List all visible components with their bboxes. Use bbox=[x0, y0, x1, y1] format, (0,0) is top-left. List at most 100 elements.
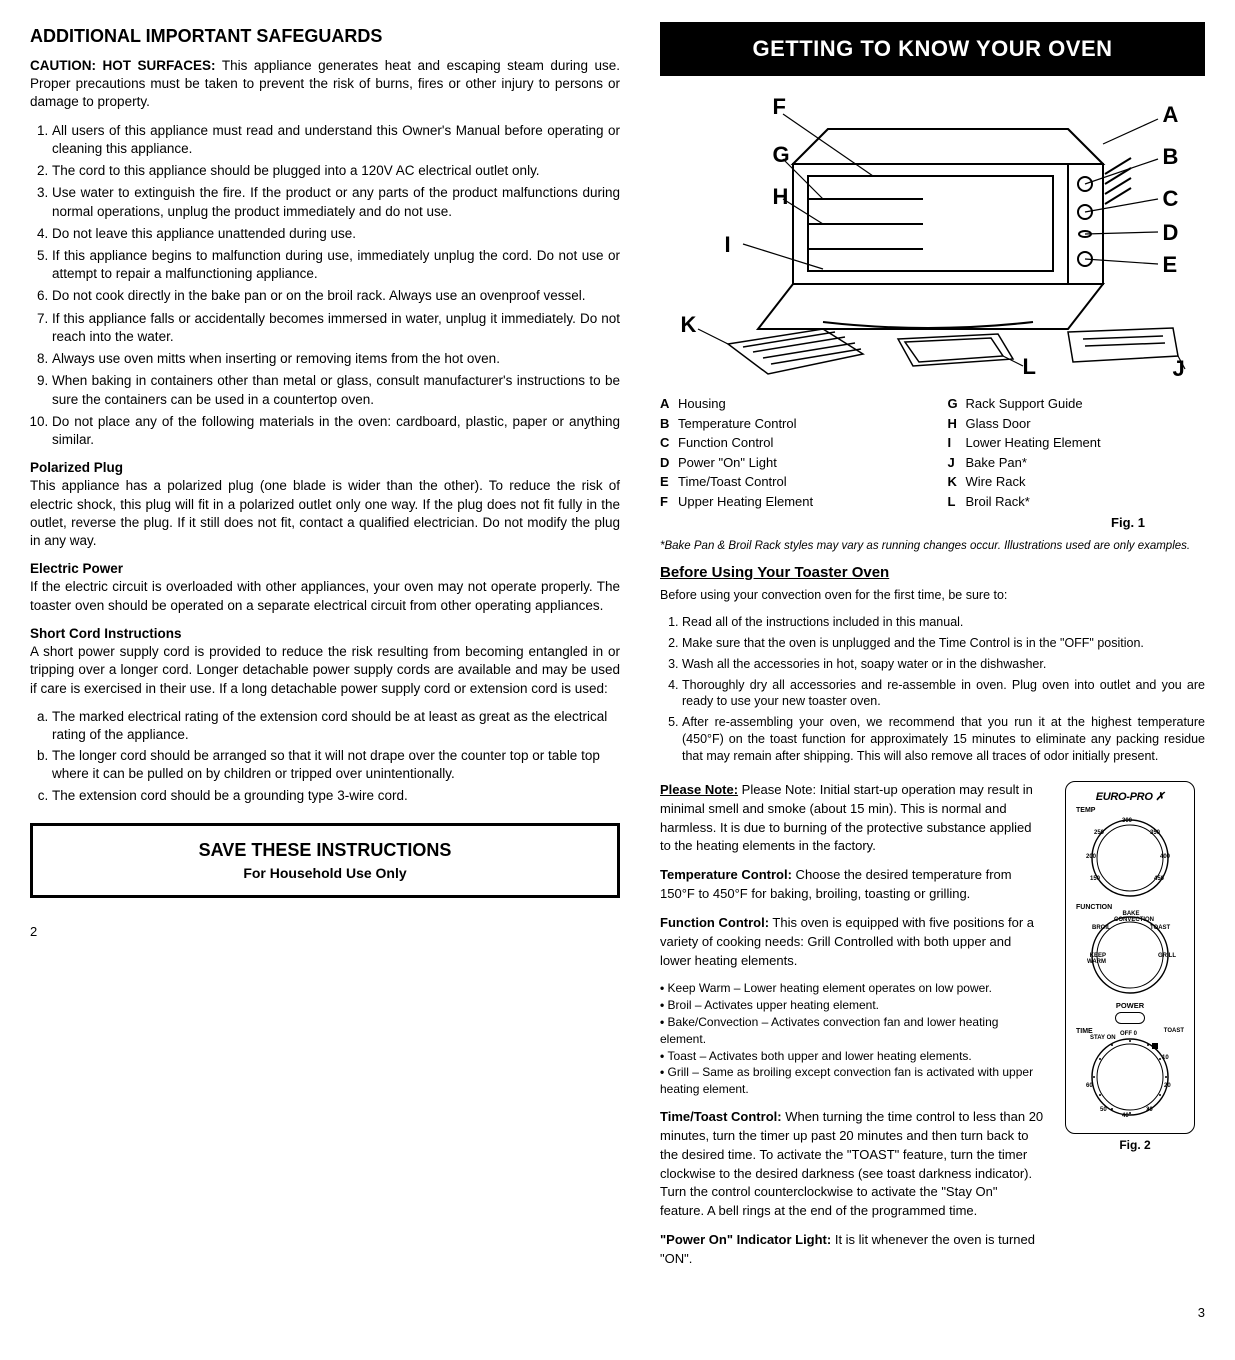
list-item: The marked electrical rating of the exte… bbox=[52, 708, 620, 744]
electric-text: If the electric circuit is overloaded wi… bbox=[30, 579, 620, 612]
before-using-title: Before Using Your Toaster Oven bbox=[660, 564, 1205, 581]
list-item: Do not leave this appliance unattended d… bbox=[52, 225, 620, 243]
save-line2: For Household Use Only bbox=[45, 865, 605, 881]
power-label: POWER bbox=[1072, 1001, 1188, 1010]
tick: STAY ON bbox=[1090, 1035, 1116, 1041]
tick: KEEP WARM bbox=[1082, 953, 1106, 965]
note-warning: Please Note: Please Note: Initial start-… bbox=[660, 781, 1045, 856]
label-B: B bbox=[1163, 144, 1179, 170]
tick: TOAST bbox=[1150, 925, 1170, 931]
label-I: I bbox=[725, 232, 731, 258]
list-item: Use water to extinguish the fire. If the… bbox=[52, 184, 620, 220]
page-number-right: 3 bbox=[660, 1305, 1205, 1320]
save-instructions-box: SAVE THESE INSTRUCTIONS For Household Us… bbox=[30, 823, 620, 898]
banner-title: GETTING TO KNOW YOUR OVEN bbox=[660, 22, 1205, 76]
electric-power-section: Electric Power If the electric circuit i… bbox=[30, 560, 620, 615]
temp-control-desc: Temperature Control: Choose the desired … bbox=[660, 866, 1045, 904]
time-dial: STAY ON OFF 0 10 20 30 40 50 60 bbox=[1088, 1035, 1172, 1119]
oven-diagram: A B C D E F G H I K L J bbox=[673, 84, 1193, 384]
temp-label: TEMP bbox=[1076, 807, 1188, 814]
polarized-text: This appliance has a polarized plug (one… bbox=[30, 478, 620, 548]
list-item: Make sure that the oven is unplugged and… bbox=[682, 635, 1205, 652]
part-row: FUpper Heating Element bbox=[660, 492, 918, 512]
control-panel-figure: EURO-PRO ✗ TEMP 150 200 250 300 350 400 … bbox=[1065, 781, 1205, 1279]
parts-footnote: *Bake Pan & Broil Rack styles may vary a… bbox=[660, 540, 1205, 552]
label-D: D bbox=[1163, 220, 1179, 246]
polarized-title: Polarized Plug bbox=[30, 460, 123, 475]
label-L: L bbox=[1023, 354, 1036, 380]
tick: 150 bbox=[1090, 876, 1100, 882]
part-row: KWire Rack bbox=[948, 472, 1206, 492]
safeguards-title: ADDITIONAL IMPORTANT SAFEGUARDS bbox=[30, 26, 620, 47]
label-J: J bbox=[1173, 356, 1185, 382]
tick: 20 bbox=[1164, 1083, 1171, 1089]
save-line1: SAVE THESE INSTRUCTIONS bbox=[45, 840, 605, 861]
function-modes: • Keep Warm – Lower heating element oper… bbox=[660, 980, 1045, 1098]
control-panel-section: Please Note: Please Note: Initial start-… bbox=[660, 781, 1205, 1279]
list-item: Wash all the accessories in hot, soapy w… bbox=[682, 656, 1205, 673]
list-item: When baking in containers other than met… bbox=[52, 372, 620, 408]
fig2-label: Fig. 2 bbox=[1065, 1138, 1205, 1152]
tick: TOAST bbox=[1164, 1028, 1184, 1035]
page-number-left: 2 bbox=[30, 924, 620, 939]
mode-item: • Broil – Activates upper heating elemen… bbox=[660, 997, 1045, 1014]
label-A: A bbox=[1163, 102, 1179, 128]
mode-item: • Bake/Convection – Activates convection… bbox=[660, 1014, 1045, 1048]
list-item: The extension cord should be a grounding… bbox=[52, 787, 620, 805]
part-row: AHousing bbox=[660, 394, 918, 414]
tick: 10 bbox=[1162, 1055, 1169, 1061]
list-item: Thoroughly dry all accessories and re-as… bbox=[682, 677, 1205, 711]
mode-item: • Toast – Activates both upper and lower… bbox=[660, 1048, 1045, 1065]
tick: BROIL bbox=[1092, 925, 1111, 931]
shortcord-section: Short Cord Instructions A short power su… bbox=[30, 625, 620, 698]
list-item: The cord to this appliance should be plu… bbox=[52, 162, 620, 180]
tick: OFF 0 bbox=[1120, 1031, 1137, 1037]
label-G: G bbox=[773, 142, 790, 168]
shortcord-list: The marked electrical rating of the exte… bbox=[30, 708, 620, 805]
part-row: CFunction Control bbox=[660, 433, 918, 453]
part-row: DPower "On" Light bbox=[660, 453, 918, 473]
safeguard-list: All users of this appliance must read an… bbox=[30, 122, 620, 450]
mode-item: • Keep Warm – Lower heating element oper… bbox=[660, 980, 1045, 997]
tick: BAKE CONVECTION bbox=[1114, 911, 1148, 923]
part-row: HGlass Door bbox=[948, 414, 1206, 434]
power-light-desc: "Power On" Indicator Light: It is lit wh… bbox=[660, 1231, 1045, 1269]
list-item: If this appliance begins to malfunction … bbox=[52, 247, 620, 283]
list-item: If this appliance falls or accidentally … bbox=[52, 310, 620, 346]
list-item: Do not cook directly in the bake pan or … bbox=[52, 287, 620, 305]
list-item: Always use oven mitts when inserting or … bbox=[52, 350, 620, 368]
func-control-desc: Function Control: This oven is equipped … bbox=[660, 914, 1045, 971]
tick: 50 bbox=[1100, 1107, 1107, 1113]
mode-item: • Grill – Same as broiling except convec… bbox=[660, 1064, 1045, 1098]
list-item: Read all of the instructions included in… bbox=[682, 614, 1205, 631]
temp-dial: 150 200 250 300 350 400 450 bbox=[1088, 816, 1172, 900]
part-row: ETime/Toast Control bbox=[660, 472, 918, 492]
parts-legend: AHousing BTemperature Control CFunction … bbox=[660, 394, 1205, 511]
tick: 400 bbox=[1160, 854, 1170, 860]
part-row: GRack Support Guide bbox=[948, 394, 1206, 414]
part-row: JBake Pan* bbox=[948, 453, 1206, 473]
function-dial: KEEP WARM BROIL BAKE CONVECTION TOAST GR… bbox=[1088, 913, 1172, 997]
electric-title: Electric Power bbox=[30, 561, 123, 576]
label-H: H bbox=[773, 184, 789, 210]
label-C: C bbox=[1163, 186, 1179, 212]
list-item: After re-assembling your oven, we recomm… bbox=[682, 714, 1205, 765]
tick: 450 bbox=[1154, 876, 1164, 882]
tick: 30 bbox=[1146, 1107, 1153, 1113]
tick: 250 bbox=[1094, 830, 1104, 836]
tick: 200 bbox=[1086, 854, 1096, 860]
part-row: LBroil Rack* bbox=[948, 492, 1206, 512]
before-using-list: Read all of the instructions included in… bbox=[660, 614, 1205, 765]
tick: 300 bbox=[1122, 818, 1132, 824]
label-K: K bbox=[681, 312, 697, 338]
page-left: ADDITIONAL IMPORTANT SAFEGUARDS CAUTION:… bbox=[30, 22, 620, 1320]
before-using-intro: Before using your convection oven for th… bbox=[660, 587, 1205, 604]
label-E: E bbox=[1163, 252, 1178, 278]
label-F: F bbox=[773, 94, 786, 120]
function-label: FUNCTION bbox=[1076, 904, 1188, 911]
power-light-icon bbox=[1115, 1012, 1145, 1024]
part-row: BTemperature Control bbox=[660, 414, 918, 434]
caution-para: CAUTION: HOT SURFACES: This appliance ge… bbox=[30, 57, 620, 112]
caution-label: CAUTION: HOT SURFACES: bbox=[30, 58, 216, 73]
brand-logo: EURO-PRO ✗ bbox=[1072, 790, 1188, 803]
